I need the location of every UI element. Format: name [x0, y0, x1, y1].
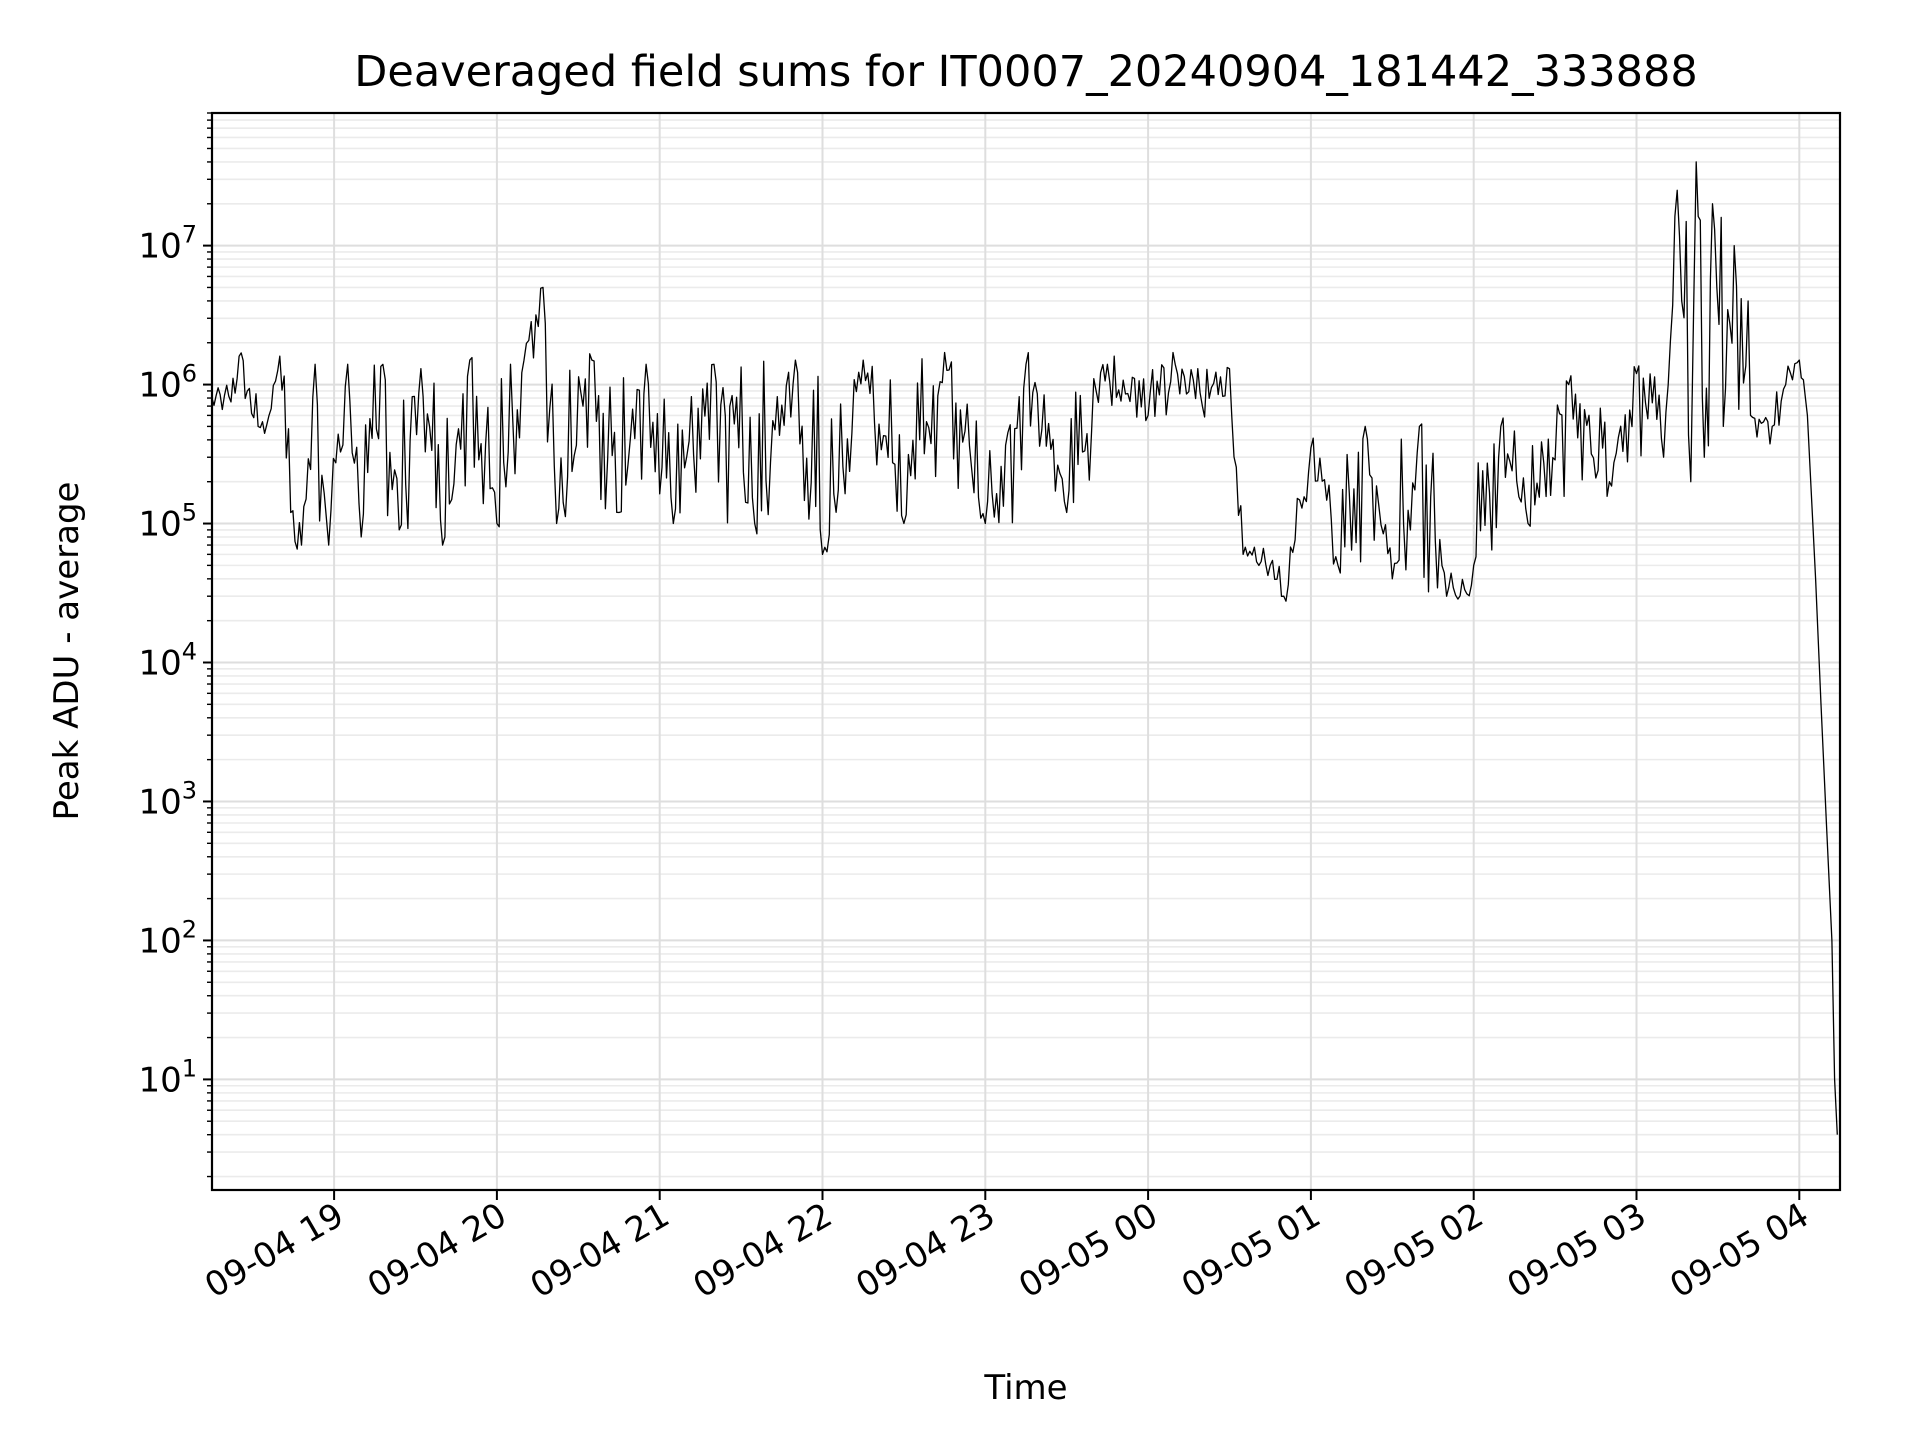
y-tick-label-exponent: 6 — [182, 360, 197, 388]
plot-frame — [210, 111, 1842, 1192]
y-tick-label-exponent: 2 — [182, 915, 197, 943]
y-tick-label-base: 10 — [138, 1060, 181, 1100]
y-tick-label: 101 — [138, 1054, 197, 1100]
y-tick-label: 104 — [138, 638, 197, 684]
y-axis-label: Peak ADU - average — [47, 482, 87, 821]
y-tick-label: 105 — [138, 499, 197, 545]
y-tick-label-base: 10 — [138, 227, 181, 267]
y-tick-label-base: 10 — [138, 505, 181, 545]
y-tick-label: 106 — [138, 360, 197, 406]
y-tick-label-exponent: 3 — [182, 776, 197, 804]
minor-grid — [212, 112, 1840, 1178]
y-tick-label-exponent: 7 — [182, 221, 197, 249]
series-group — [211, 161, 1838, 1135]
y-tick-label-base: 10 — [138, 782, 181, 822]
major-grid — [212, 113, 1840, 1190]
y-tick-label-exponent: 5 — [182, 499, 197, 527]
y-tick-label-base: 10 — [138, 644, 181, 684]
chart-title: Deaveraged field sums for IT0007_2024090… — [354, 47, 1697, 97]
y-tick-label: 103 — [138, 776, 197, 822]
y-tick-label-exponent: 4 — [182, 638, 197, 666]
y-tick-label-base: 10 — [138, 921, 181, 961]
y-tick-label: 102 — [138, 915, 197, 961]
y-tick-label: 107 — [138, 221, 197, 267]
x-axis-label: Time — [983, 1368, 1067, 1408]
series-line — [211, 161, 1838, 1135]
y-tick-label-base: 10 — [138, 366, 181, 406]
y-tick-label-exponent: 1 — [182, 1054, 197, 1082]
